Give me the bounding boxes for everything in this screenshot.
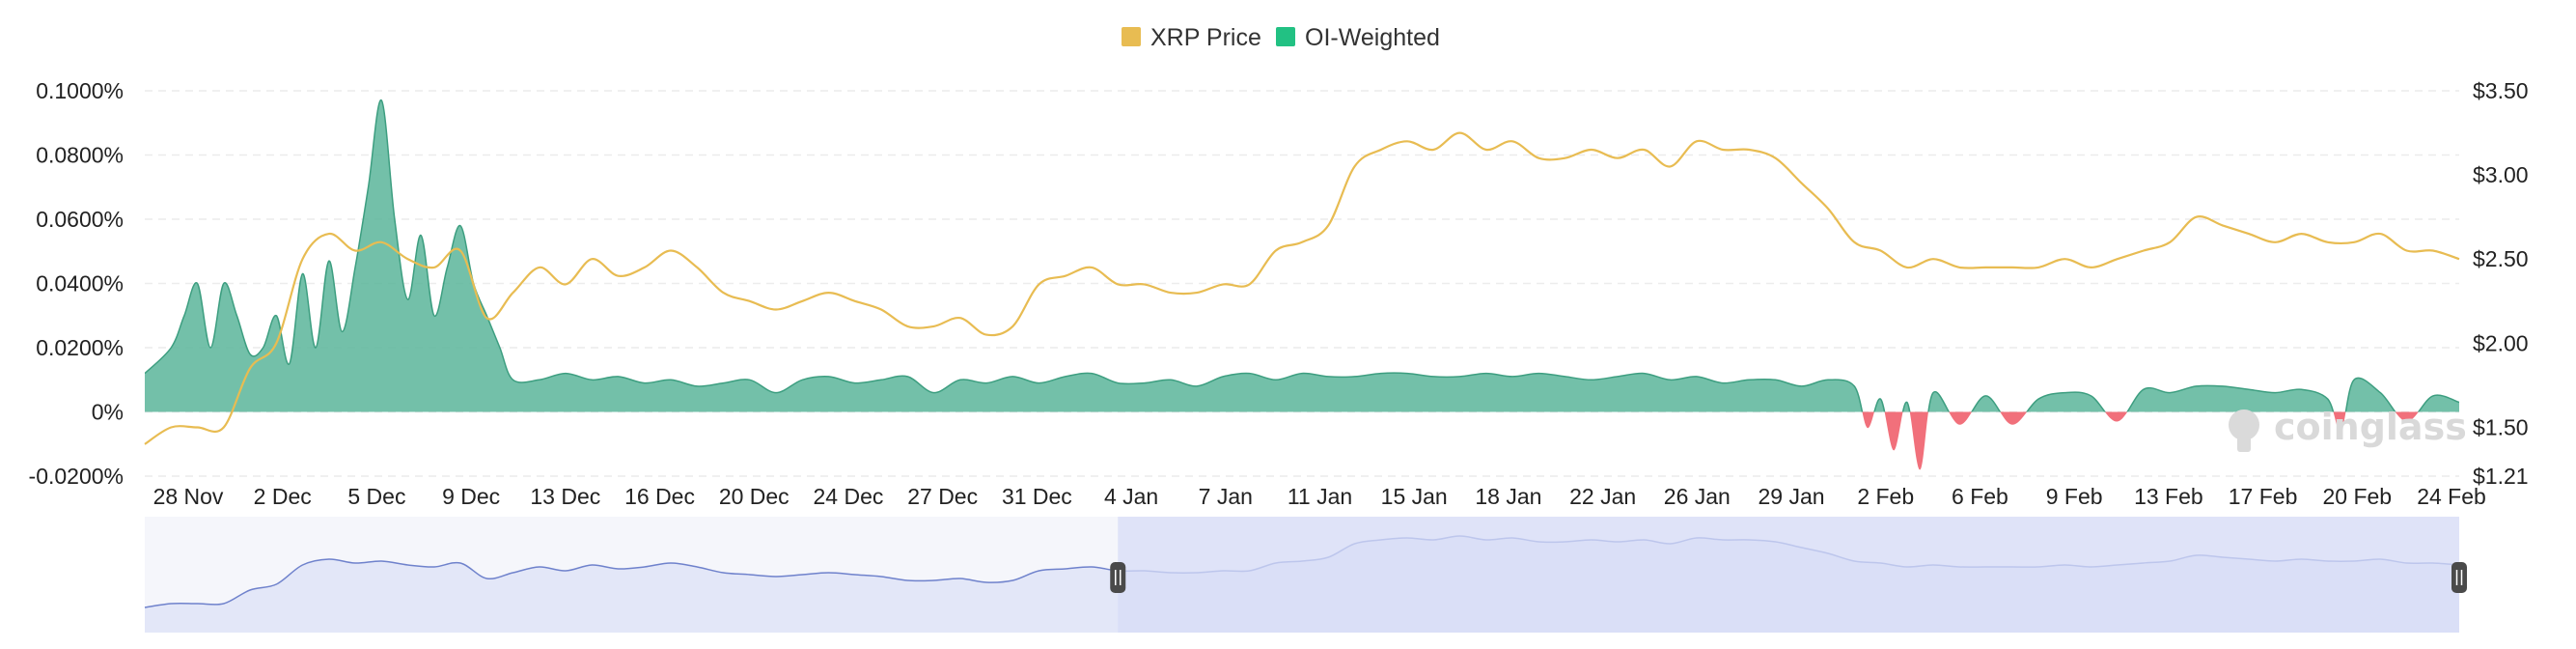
logo-stem (2237, 433, 2251, 452)
x-tick-label: 2 Feb (1857, 484, 1914, 509)
x-tick-label: 13 Dec (530, 484, 600, 509)
navigator[interactable] (144, 517, 2467, 633)
x-tick-label: 9 Dec (442, 484, 500, 509)
y-right-tick-label: $1.21 (2473, 464, 2529, 489)
x-tick-label: 7 Jan (1199, 484, 1253, 509)
x-tick-label: 2 Dec (254, 484, 312, 509)
y-left-tick-label: 0.0800% (36, 143, 124, 168)
x-tick-label: 26 Jan (1664, 484, 1731, 509)
navigator-handle-left[interactable] (1110, 562, 1126, 593)
y-left-tick-label: 0.0200% (36, 335, 124, 360)
legend-label-1: OI-Weighted (1305, 24, 1440, 51)
legend-swatch-1 (1276, 27, 1295, 46)
y-left-tick-label: 0% (92, 400, 124, 425)
x-tick-label: 20 Dec (719, 484, 789, 509)
y-right-tick-label: $1.50 (2473, 414, 2529, 439)
y-right-tick-label: $2.50 (2473, 246, 2529, 271)
y-axis-right: $3.50 $3.00 $2.50 $2.00 $1.50 $1.21 (2473, 78, 2529, 489)
x-tick-label: 11 Jan (1288, 484, 1352, 509)
x-tick-label: 31 Dec (1002, 484, 1072, 509)
funding-positive-line (145, 99, 2459, 412)
handle-body (1110, 562, 1126, 593)
x-tick-label: 22 Jan (1569, 484, 1636, 509)
x-tick-label: 13 Feb (2134, 484, 2203, 509)
navigator-selection[interactable] (1118, 517, 2459, 633)
y-right-tick-label: $3.50 (2473, 78, 2529, 103)
funding-rate-series (145, 99, 2459, 470)
legend-swatch-0 (1122, 27, 1141, 46)
y-right-tick-label: $2.00 (2473, 330, 2529, 355)
logo-dot (2229, 409, 2259, 440)
watermark-text: coinglass (2274, 406, 2467, 448)
x-tick-label: 5 Dec (347, 484, 405, 509)
price-series (144, 131, 2460, 445)
x-tick-label: 4 Jan (1104, 484, 1158, 509)
x-tick-label: 27 Dec (907, 484, 978, 509)
watermark: coinglass (2229, 406, 2467, 452)
funding-positive-area (145, 99, 2459, 412)
y-left-tick-label: 0.1000% (36, 78, 124, 103)
y-left-tick-label: 0.0600% (36, 207, 124, 232)
x-tick-label: 17 Feb (2229, 484, 2298, 509)
legend-label-0: XRP Price (1150, 24, 1261, 51)
x-tick-label: 20 Feb (2322, 484, 2392, 509)
x-tick-label: 16 Dec (624, 484, 695, 509)
legend: XRP Price OI-Weighted (1122, 24, 1440, 51)
y-left-tick-label: 0.0400% (36, 271, 124, 296)
price-line (144, 131, 2460, 445)
x-tick-label: 18 Jan (1475, 484, 1541, 509)
x-axis: 28 Nov 2 Dec 5 Dec 9 Dec 13 Dec 16 Dec 20 Dec 2… (153, 484, 2486, 509)
y-axis-left: 0.1000% 0.0800% 0.0600% 0.0400% 0.0200% 0% -0.… (29, 78, 124, 489)
navigator-handle-right[interactable] (2451, 562, 2467, 593)
y-right-tick-label: $3.00 (2473, 162, 2529, 187)
x-tick-label: 29 Jan (1759, 484, 1825, 509)
x-tick-label: 24 Dec (814, 484, 884, 509)
handle-body (2451, 562, 2467, 593)
x-tick-label: 6 Feb (1952, 484, 2008, 509)
y-left-tick-label: -0.0200% (29, 464, 124, 489)
x-tick-label: 28 Nov (153, 484, 224, 509)
x-tick-label: 24 Feb (2417, 484, 2486, 509)
x-tick-label: 15 Jan (1381, 484, 1448, 509)
x-tick-label: 9 Feb (2046, 484, 2103, 509)
coinglass-logo-icon (2229, 409, 2259, 452)
funding-negative-area (145, 411, 2459, 470)
